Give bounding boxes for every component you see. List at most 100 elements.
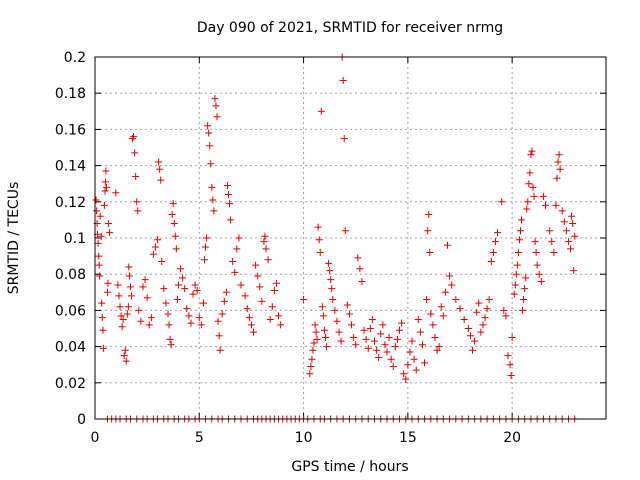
data-point bbox=[92, 196, 100, 204]
data-point bbox=[515, 236, 523, 244]
data-point bbox=[123, 310, 131, 318]
data-point bbox=[348, 321, 356, 329]
data-point bbox=[396, 326, 404, 334]
data-point bbox=[117, 312, 125, 320]
data-point bbox=[105, 220, 113, 228]
x-axis-label: GPS time / hours bbox=[291, 459, 408, 475]
data-point bbox=[402, 375, 410, 383]
data-point bbox=[340, 134, 348, 142]
data-point bbox=[308, 355, 316, 363]
data-point bbox=[254, 272, 262, 280]
data-point bbox=[477, 328, 485, 336]
data-point bbox=[368, 315, 376, 323]
data-point bbox=[134, 207, 142, 215]
data-point bbox=[564, 238, 572, 246]
data-point bbox=[231, 268, 239, 276]
data-point bbox=[157, 176, 165, 184]
data-point bbox=[318, 303, 326, 311]
data-point bbox=[141, 276, 149, 284]
data-point bbox=[326, 267, 334, 275]
grid-lines bbox=[95, 57, 606, 419]
data-point bbox=[391, 343, 399, 351]
data-point bbox=[475, 299, 483, 307]
data-point bbox=[115, 292, 123, 300]
data-point bbox=[125, 263, 133, 271]
data-point bbox=[199, 299, 207, 307]
data-point bbox=[137, 317, 145, 325]
data-point bbox=[554, 158, 562, 166]
data-point bbox=[320, 326, 328, 334]
data-point bbox=[133, 198, 141, 206]
data-point bbox=[166, 335, 174, 343]
data-point bbox=[387, 355, 395, 363]
data-point bbox=[423, 296, 431, 304]
data-point bbox=[504, 352, 512, 360]
data-point bbox=[414, 315, 422, 323]
data-point bbox=[331, 306, 339, 314]
data-point bbox=[173, 296, 181, 304]
data-point bbox=[510, 290, 518, 298]
data-point bbox=[229, 258, 237, 266]
data-point bbox=[139, 283, 147, 291]
data-point bbox=[429, 321, 437, 329]
data-point bbox=[352, 341, 360, 349]
data-point bbox=[511, 281, 519, 289]
data-point bbox=[95, 261, 103, 269]
data-point bbox=[262, 245, 270, 253]
data-point bbox=[539, 192, 547, 200]
data-point bbox=[317, 107, 325, 115]
data-point bbox=[315, 236, 323, 244]
data-point bbox=[172, 245, 180, 253]
data-point bbox=[235, 234, 243, 242]
data-point bbox=[201, 256, 208, 264]
data-point bbox=[309, 346, 317, 354]
data-point bbox=[193, 286, 201, 294]
data-point bbox=[128, 292, 135, 300]
data-point bbox=[195, 314, 203, 322]
data-point bbox=[129, 134, 137, 142]
y-tick-label: 0 bbox=[77, 412, 86, 428]
data-point bbox=[112, 189, 120, 197]
data-point bbox=[215, 332, 223, 340]
data-point bbox=[521, 285, 529, 293]
data-point bbox=[412, 366, 420, 374]
data-point bbox=[121, 346, 129, 354]
data-point bbox=[179, 274, 187, 282]
data-point bbox=[341, 227, 349, 235]
data-point bbox=[94, 239, 102, 247]
data-point bbox=[560, 218, 568, 226]
data-point bbox=[507, 372, 515, 380]
data-point bbox=[570, 267, 578, 275]
data-point bbox=[525, 180, 533, 188]
data-point bbox=[535, 270, 543, 278]
data-point bbox=[164, 310, 172, 318]
data-point bbox=[443, 241, 451, 249]
data-point bbox=[210, 207, 218, 215]
data-point bbox=[508, 334, 516, 342]
data-point bbox=[97, 232, 105, 240]
data-point bbox=[522, 274, 530, 282]
data-point bbox=[339, 77, 347, 85]
data-point bbox=[431, 334, 439, 342]
data-point bbox=[343, 301, 351, 309]
data-point bbox=[425, 210, 433, 218]
data-point bbox=[556, 165, 564, 173]
data-point bbox=[124, 303, 132, 311]
y-tick-label: 0.2 bbox=[64, 50, 86, 66]
data-point bbox=[500, 306, 508, 314]
data-point bbox=[156, 165, 164, 173]
data-point bbox=[552, 201, 560, 209]
data-point bbox=[189, 290, 197, 298]
data-point bbox=[316, 248, 324, 256]
data-point bbox=[245, 314, 253, 322]
data-point bbox=[569, 220, 577, 228]
data-point bbox=[375, 353, 383, 361]
data-point bbox=[252, 261, 260, 269]
data-point bbox=[437, 303, 445, 311]
data-point bbox=[174, 281, 182, 289]
data-point bbox=[311, 321, 319, 329]
data-point bbox=[93, 207, 101, 215]
data-point bbox=[99, 344, 107, 352]
data-point bbox=[362, 335, 370, 343]
data-point bbox=[546, 227, 554, 235]
